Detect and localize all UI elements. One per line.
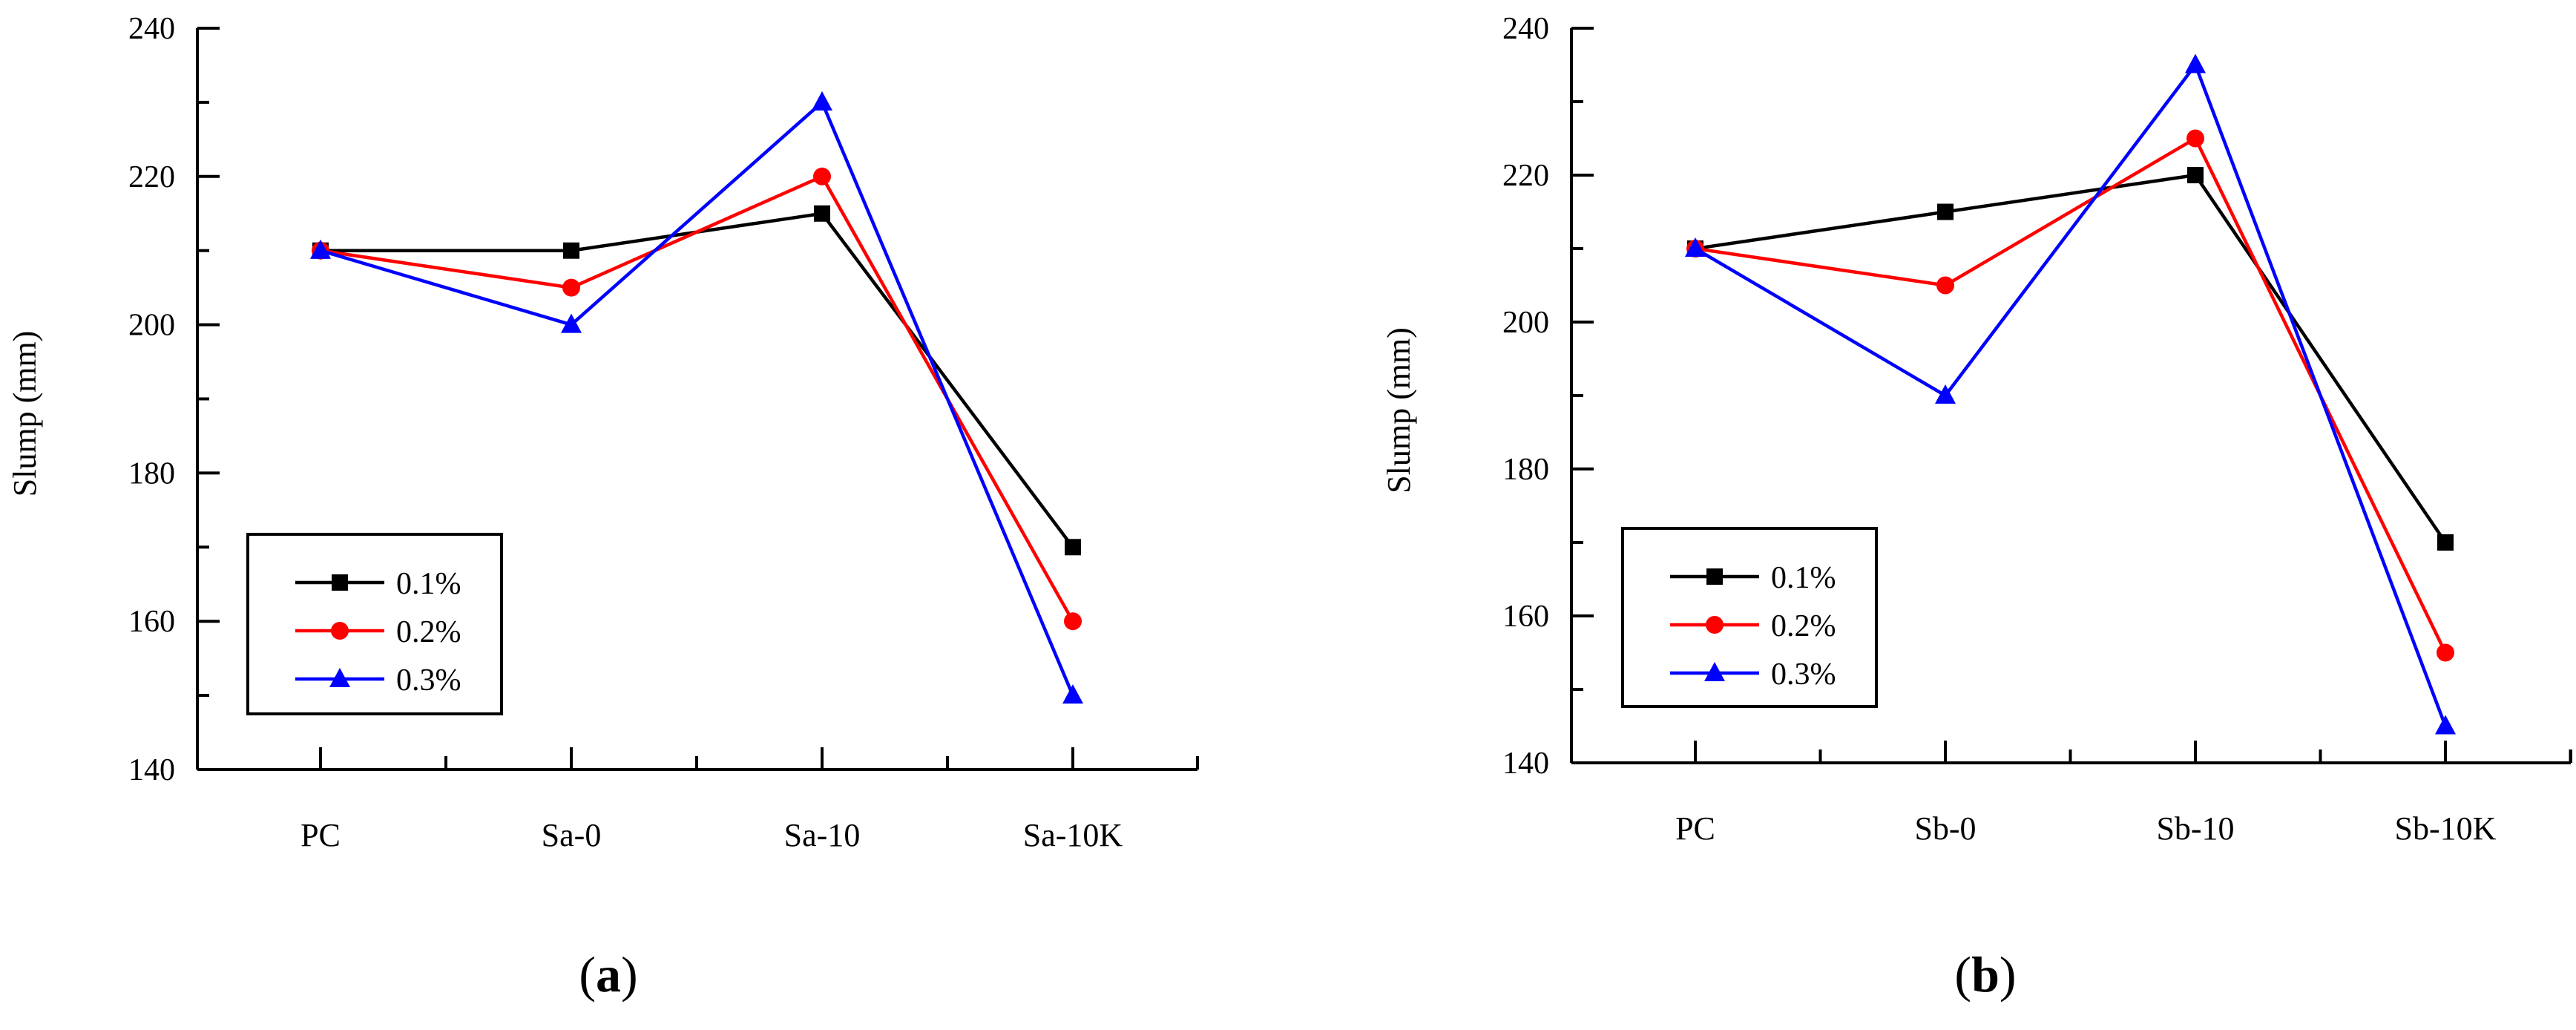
series-line xyxy=(321,211,1074,548)
y-tick-label: 200 xyxy=(128,309,175,343)
y-tick-label: 140 xyxy=(128,753,175,787)
y-tick-label: 220 xyxy=(128,160,175,194)
data-point xyxy=(562,278,580,297)
legend-label: 0.3% xyxy=(1771,657,1836,692)
legend-label: 0.1% xyxy=(1771,561,1836,595)
series-line xyxy=(1694,61,2448,727)
x-tick-label: Sa-0 xyxy=(542,817,602,853)
legend-marker xyxy=(1706,616,1724,634)
data-point xyxy=(1935,384,1956,404)
chart-panel-a: 140 160 180 200 220 240 PC Sa-0 Sa-10 Sa-10K Slump… xyxy=(7,12,1199,1003)
legend-box xyxy=(246,533,503,715)
x-tick-label: PC xyxy=(1675,810,1715,847)
data-point xyxy=(1064,612,1082,631)
y-tick-label: 180 xyxy=(128,456,175,491)
x-tick-label: Sb-0 xyxy=(1914,810,1976,847)
data-point xyxy=(1685,237,1706,257)
series-0.3% xyxy=(310,91,1083,704)
x-tick-label: Sa-10 xyxy=(784,817,861,853)
data-point xyxy=(814,205,830,222)
legend: 0.1% 0.2% 0.3% xyxy=(246,533,503,715)
legend-label: 0.1% xyxy=(396,567,461,601)
series-0.3% xyxy=(1685,53,2456,735)
panel-caption: (a) xyxy=(579,946,637,1003)
data-point xyxy=(2437,534,2454,551)
y-tick-label: 200 xyxy=(1502,306,1549,340)
y-tick-label: 140 xyxy=(1502,747,1549,781)
data-point xyxy=(310,239,331,259)
y-tick-label: 160 xyxy=(128,605,175,639)
chart-panel-b: 140 160 180 200 220 240 PC Sb-0 Sb-10 Sb-10K Slump… xyxy=(1381,12,2572,1003)
data-point xyxy=(1936,276,1954,295)
x-tick-label: Sa-10K xyxy=(1023,817,1123,853)
legend-marker xyxy=(329,668,350,687)
y-tick-label: 220 xyxy=(1502,159,1549,193)
data-point xyxy=(1062,684,1083,704)
data-point xyxy=(1937,203,1954,220)
legend-marker xyxy=(1704,662,1725,681)
legend-marker xyxy=(1706,568,1723,585)
y-axis-title: Slump (mm) xyxy=(7,331,43,497)
legend-marker xyxy=(331,622,349,640)
data-point xyxy=(1065,539,1081,556)
y-tick-label: 160 xyxy=(1502,600,1549,634)
data-point xyxy=(561,313,582,333)
series-line xyxy=(1695,173,2447,544)
data-point xyxy=(813,167,831,186)
x-tick-label: Sb-10K xyxy=(2395,810,2497,847)
legend-label: 0.3% xyxy=(396,663,461,698)
data-point xyxy=(2185,53,2206,73)
data-point xyxy=(812,91,832,111)
legend-label: 0.2% xyxy=(396,615,461,649)
y-axis-title: Slump (mm) xyxy=(1381,327,1417,493)
x-tick-label: PC xyxy=(300,817,341,853)
series-0.1% xyxy=(1687,167,2454,551)
legend-marker xyxy=(332,574,348,591)
series-line xyxy=(320,99,1075,696)
y-tick-label: 180 xyxy=(1502,453,1549,487)
data-point xyxy=(2186,129,2204,148)
x-tick-label: Sb-10 xyxy=(2156,810,2234,847)
data-point xyxy=(2437,643,2454,662)
data-point xyxy=(2435,715,2456,735)
data-point xyxy=(563,242,579,259)
legend-label: 0.2% xyxy=(1771,609,1836,643)
data-point xyxy=(2187,167,2204,183)
y-tick-label: 240 xyxy=(128,12,175,46)
legend-box xyxy=(1621,527,1878,708)
legend: 0.1% 0.2% 0.3% xyxy=(1621,527,1878,708)
panel-caption: (b) xyxy=(1954,946,2016,1003)
y-tick-label: 240 xyxy=(1502,12,1549,46)
series-0.1% xyxy=(312,205,1081,556)
